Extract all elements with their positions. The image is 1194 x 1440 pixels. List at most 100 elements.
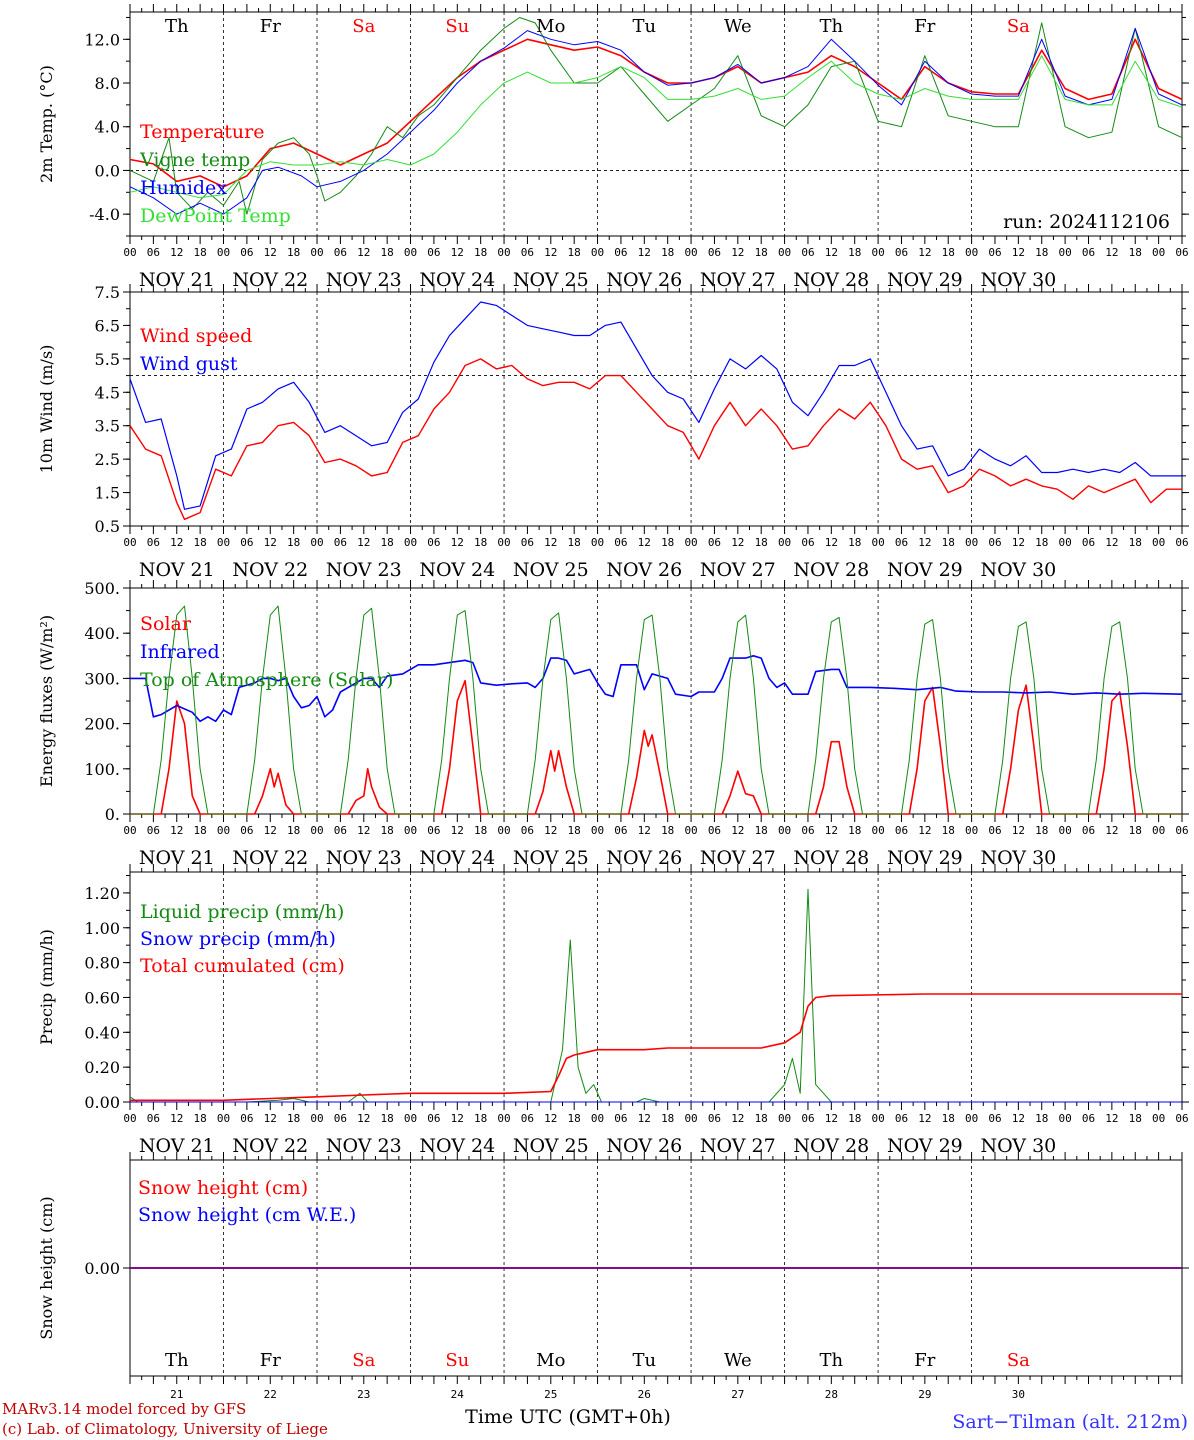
x-hour-label: 00: [871, 1112, 884, 1125]
x-hour-label: 00: [591, 1112, 604, 1125]
x-hour-label: 00: [965, 246, 978, 259]
x-hour-label: 18: [287, 246, 300, 259]
series-line-liquid-precip-mm-h-: [129, 888, 1182, 1103]
date-label: NOV 27: [700, 847, 776, 869]
plot-frame: [129, 291, 1183, 527]
legend-entry: Total cumulated (cm): [140, 955, 345, 977]
x-hour-label: 18: [568, 246, 581, 259]
x-hour-label: 06: [614, 824, 627, 837]
y-tick-label: 1.00: [84, 919, 120, 938]
legend-entry: Solar: [140, 613, 192, 635]
x-hour-label: 00: [217, 246, 230, 259]
date-label: NOV 29: [887, 1135, 963, 1157]
legend-entry: Wind speed: [140, 325, 252, 347]
y-tick-label: 400.: [84, 624, 120, 643]
date-label: NOV 26: [606, 1135, 682, 1157]
day-of-week-label: Tu: [633, 1350, 657, 1371]
x-hour-label: 06: [895, 1112, 908, 1125]
y-tick-label: 1.5: [95, 484, 120, 503]
x-hour-label: 00: [497, 246, 510, 259]
x-hour-label: 00: [871, 536, 884, 549]
day-of-week-label: Tu: [633, 16, 657, 37]
day-of-week-label: Th: [820, 16, 844, 37]
x-hour-label: 18: [568, 1112, 581, 1125]
y-tick-label: 300.: [84, 669, 120, 688]
x-hour-label: 12: [264, 824, 277, 837]
y-tick-label: 6.5: [95, 316, 120, 335]
x-hour-label: 00: [1152, 824, 1165, 837]
date-label: NOV 25: [513, 847, 589, 869]
legend-entry: Infrared: [140, 641, 220, 663]
date-label: NOV 28: [793, 269, 869, 291]
x-hour-label: 18: [848, 246, 861, 259]
x-hour-label: 00: [684, 246, 697, 259]
legend-entry: Snow height (cm): [138, 1177, 308, 1199]
y-tick-label: 8.0: [95, 74, 120, 93]
y-tick-label: 0.40: [84, 1023, 120, 1042]
y-tick-label: 5.5: [95, 350, 120, 369]
x-hour-label: 06: [988, 824, 1001, 837]
x-hour-label: 06: [521, 246, 534, 259]
day-of-week-label: Sa: [1007, 1350, 1030, 1371]
x-hour-label: 06: [988, 1112, 1001, 1125]
x-hour-label: 06: [708, 246, 721, 259]
date-label: NOV 27: [700, 559, 776, 581]
x-hour-label: 00: [1152, 536, 1165, 549]
series-line-total-cumulated-cm-: [130, 993, 1182, 1102]
x-hour-label: 00: [778, 536, 791, 549]
x-hour-label: 00: [123, 1112, 136, 1125]
x-hour-label: 12: [1105, 824, 1118, 837]
date-label: NOV 28: [793, 559, 869, 581]
x-hour-label: 06: [988, 246, 1001, 259]
x-hour-label: 00: [965, 536, 978, 549]
date-label: NOV 22: [232, 1135, 308, 1157]
date-label: NOV 23: [326, 1135, 402, 1157]
x-hour-label: 12: [825, 824, 838, 837]
x-hour-label: 12: [1105, 536, 1118, 549]
x-hour-label: 12: [451, 824, 464, 837]
day-number-label: 29: [918, 1388, 931, 1401]
x-hour-label: 12: [357, 1112, 370, 1125]
station-title: Sart−Tilman (alt. 212m): [952, 1411, 1188, 1433]
x-hour-label: 06: [240, 824, 253, 837]
series-line-dewpoint-temp: [129, 55, 1183, 199]
x-hour-label: 06: [895, 824, 908, 837]
x-hour-label: 00: [404, 246, 417, 259]
x-hour-label: 12: [170, 536, 183, 549]
x-hour-label: 06: [1082, 824, 1095, 837]
x-hour-label: 00: [1058, 1112, 1071, 1125]
x-hour-label: 06: [240, 1112, 253, 1125]
x-hour-label: 18: [848, 1112, 861, 1125]
date-label: NOV 30: [980, 269, 1056, 291]
date-label: NOV 25: [513, 559, 589, 581]
x-hour-label: 12: [451, 246, 464, 259]
series-line-humidex: [129, 27, 1183, 215]
x-hour-label: 12: [918, 536, 931, 549]
x-hour-label: 18: [568, 536, 581, 549]
x-hour-label: 18: [942, 1112, 955, 1125]
x-hour-label: 18: [755, 824, 768, 837]
x-hour-label: 18: [1129, 536, 1142, 549]
x-hour-label: 00: [1152, 1112, 1165, 1125]
y-axis-label: Precip (mm/h): [37, 929, 56, 1045]
x-hour-label: 06: [1175, 536, 1188, 549]
legend-entry: Top of Atmosphere (Solar): [140, 669, 393, 691]
panel-snow: 0.00 Snow height (cm) Snow height (cm) Snow…: [37, 1152, 1189, 1401]
x-hour-label: 00: [778, 246, 791, 259]
x-hour-label: 06: [708, 536, 721, 549]
date-label: NOV 21: [139, 559, 215, 581]
x-hour-label: 00: [404, 1112, 417, 1125]
x-hour-label: 12: [170, 246, 183, 259]
date-label: NOV 25: [513, 269, 589, 291]
day-of-week-label: Th: [165, 16, 189, 37]
x-hour-label: 12: [918, 1112, 931, 1125]
x-hour-label: 12: [1012, 1112, 1025, 1125]
x-hour-label: 18: [661, 536, 674, 549]
day-number-label: 21: [170, 1388, 183, 1401]
date-label: NOV 25: [513, 1135, 589, 1157]
date-label: NOV 29: [887, 847, 963, 869]
y-tick-label: 3.5: [95, 417, 120, 436]
date-label: NOV 29: [887, 269, 963, 291]
day-of-week-label: Sa: [1007, 16, 1030, 37]
